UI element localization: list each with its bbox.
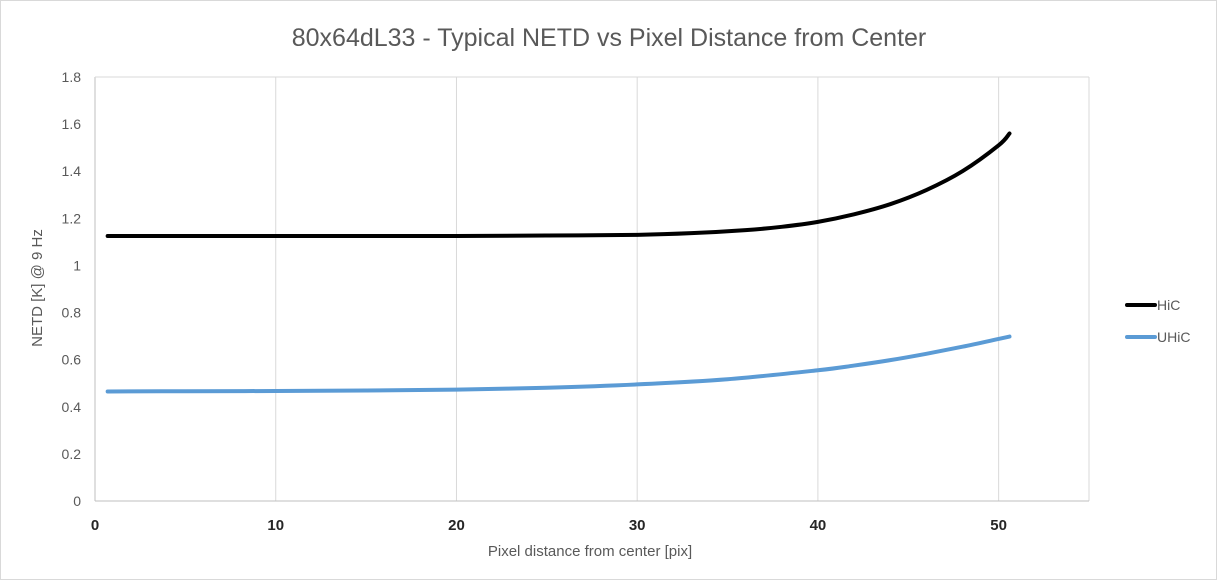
- x-tick-label: 30: [629, 517, 646, 534]
- x-tick-label: 20: [448, 517, 465, 534]
- gridlines: [275, 77, 1000, 501]
- x-axis-tick-labels: 0 10 20 30 40 50: [91, 517, 1007, 534]
- legend-item-hic: HiC: [1125, 297, 1180, 313]
- legend-label: HiC: [1157, 297, 1180, 313]
- x-tick-label: 0: [91, 517, 99, 534]
- chart-title: 80x64dL33 - Typical NETD vs Pixel Distan…: [292, 24, 927, 52]
- y-axis-tick-labels: 0 0.2 0.4 0.6 0.8 1 1.2 1.4 1.6 1.8: [62, 69, 82, 509]
- y-tick-label: 1: [73, 257, 81, 273]
- series-line-uhic: [105, 334, 1012, 394]
- y-tick-label: 0: [73, 493, 81, 509]
- y-tick-label: 1.6: [62, 116, 82, 132]
- x-axis-title: Pixel distance from center [pix]: [488, 543, 692, 560]
- y-tick-label: 0.4: [62, 399, 82, 415]
- series-line-hic: [105, 131, 1012, 239]
- y-tick-label: 1.8: [62, 69, 82, 85]
- legend: HiC UHiC: [1125, 297, 1190, 345]
- y-tick-label: 1.2: [62, 210, 82, 226]
- data-series: [105, 131, 1012, 394]
- x-tick-label: 50: [990, 517, 1007, 534]
- x-tick-label: 10: [267, 517, 284, 534]
- y-tick-label: 0.6: [62, 352, 82, 368]
- y-tick-label: 0.2: [62, 446, 82, 462]
- x-tick-label: 40: [810, 517, 827, 534]
- legend-label: UHiC: [1157, 329, 1190, 345]
- y-tick-label: 0.8: [62, 305, 82, 321]
- axes: [94, 76, 1090, 502]
- y-tick-label: 1.4: [62, 163, 82, 179]
- legend-item-uhic: UHiC: [1125, 329, 1190, 345]
- y-axis-title: NETD [K] @ 9 Hz: [29, 229, 46, 347]
